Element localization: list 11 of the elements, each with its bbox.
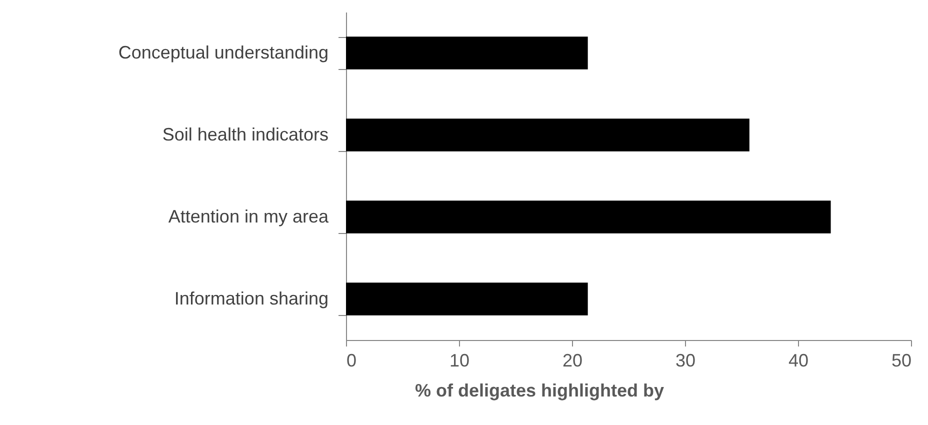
- x-tick-label: 0: [346, 350, 357, 370]
- x-tick-label: 50: [891, 350, 912, 370]
- x-tick-label: 20: [562, 350, 583, 370]
- x-tick-label: 40: [788, 350, 809, 370]
- x-axis-title: % of deligates highlighted by: [414, 380, 664, 400]
- y-tick-label: Soil health indicators: [162, 124, 328, 144]
- x-tick-label: 10: [449, 350, 470, 370]
- x-tick-label: 30: [675, 350, 696, 370]
- y-tick-label: Conceptual understanding: [118, 42, 328, 62]
- y-tick-label: Attention in my area: [168, 206, 330, 226]
- y-tick-label: Information sharing: [174, 288, 328, 308]
